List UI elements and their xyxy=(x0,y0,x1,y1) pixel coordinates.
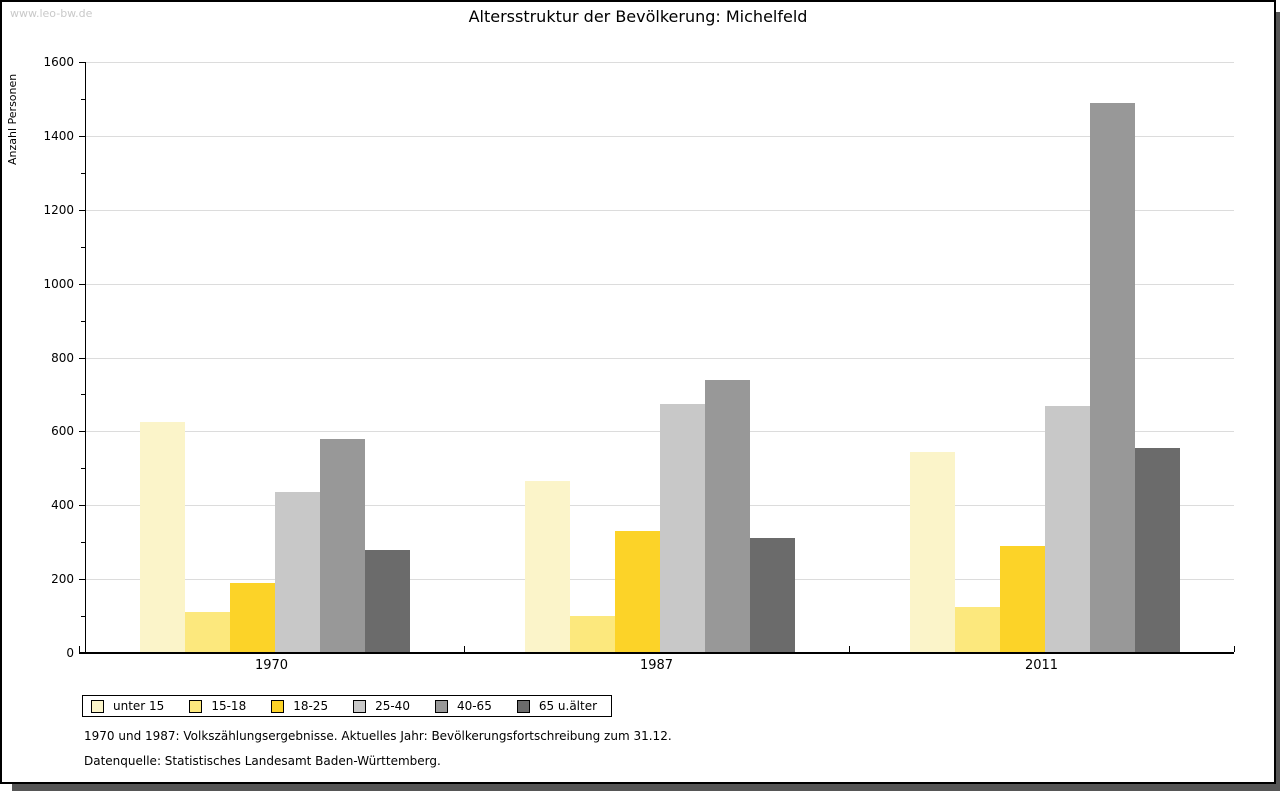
x-axis-category-label: 1987 xyxy=(639,658,674,673)
y-axis-tick-label: 200 xyxy=(51,572,74,587)
y-axis-tick-label: 800 xyxy=(51,350,74,365)
y-axis-minor-tick xyxy=(81,394,85,396)
bar-1970-25-40 xyxy=(275,492,320,652)
legend-label: 40-65 xyxy=(456,699,492,713)
bar-1970-18-25 xyxy=(230,582,275,652)
x-axis-tick xyxy=(464,646,465,652)
bar-2011-15-18 xyxy=(955,606,1000,652)
legend-item: 65 u.älter xyxy=(516,699,598,713)
gridline xyxy=(85,505,1234,507)
y-axis-minor-tick xyxy=(81,468,85,470)
legend-swatch-icon xyxy=(434,699,448,713)
y-axis-major-tick xyxy=(79,135,85,137)
bar-1987-25-40 xyxy=(660,403,705,652)
footnote-data-source: Datenquelle: Statistisches Landesamt Bad… xyxy=(84,754,441,768)
x-axis-tick xyxy=(79,646,80,652)
y-axis-minor-tick xyxy=(81,98,85,100)
x-axis-tick xyxy=(1234,646,1235,652)
y-axis-minor-tick xyxy=(81,542,85,544)
legend-item: 40-65 xyxy=(434,699,492,713)
y-axis-tick-label: 1600 xyxy=(43,55,74,69)
y-axis-tick-label: 1000 xyxy=(43,276,74,291)
legend-label: 18-25 xyxy=(293,699,329,713)
y-axis-tick-label: 1400 xyxy=(43,128,74,143)
legend-item: 15-18 xyxy=(189,699,246,713)
watermark: www.leo-bw.de xyxy=(10,7,93,20)
y-axis-line xyxy=(85,62,86,654)
bar-1970-15-18 xyxy=(185,612,230,652)
y-axis-major-tick xyxy=(79,357,85,359)
legend-label: 65 u.älter xyxy=(538,699,598,713)
legend-swatch-icon xyxy=(189,699,203,713)
gridline xyxy=(85,431,1234,433)
y-axis-tick-label: 600 xyxy=(51,424,74,439)
chart-title: Altersstruktur der Bevölkerung: Michelfe… xyxy=(468,7,808,26)
bar-2011-25-40 xyxy=(1045,405,1090,652)
x-axis-category-label: 2011 xyxy=(1024,658,1059,673)
legend-label: unter 15 xyxy=(113,699,165,713)
legend-swatch-icon xyxy=(271,699,285,713)
x-axis-category-label: 1970 xyxy=(254,658,289,673)
y-axis-major-tick xyxy=(79,579,85,581)
legend-swatch-icon xyxy=(91,699,104,713)
y-axis-major-tick xyxy=(79,505,85,507)
plot-area: 0 200 400 600 800 1000 1200 1400 1600 1970 1987 201… xyxy=(2,2,1274,782)
gridline xyxy=(85,209,1234,211)
y-axis-tick-label: 0 xyxy=(66,646,74,660)
y-axis-major-tick xyxy=(79,431,85,433)
legend-label: 25-40 xyxy=(375,699,410,713)
legend: unter 15 15-18 18-25 25-40 40-65 65 u.älter xyxy=(82,695,613,717)
y-axis-minor-tick xyxy=(81,246,85,248)
gridline xyxy=(85,357,1234,359)
legend-label: 15-18 xyxy=(211,699,247,713)
gridline xyxy=(85,283,1234,285)
legend-swatch-icon xyxy=(353,699,367,713)
bar-1987-65-u-lter xyxy=(750,538,795,652)
bar-2011-65-u-lter xyxy=(1135,447,1180,652)
bar-1987-18-25 xyxy=(615,531,660,652)
legend-item: unter 15 xyxy=(91,699,164,713)
y-axis-tick-label: 1200 xyxy=(43,202,74,217)
bar-1970-40-65 xyxy=(320,438,365,652)
y-axis-minor-tick xyxy=(81,172,85,174)
x-axis-line xyxy=(79,652,1234,654)
y-axis-minor-tick xyxy=(81,616,85,618)
bar-1987-40-65 xyxy=(705,379,750,652)
bar-1987-15-18 xyxy=(570,616,615,652)
gridline xyxy=(85,62,1234,63)
y-axis-tick-label: 400 xyxy=(51,498,74,513)
legend-swatch-icon xyxy=(516,699,530,713)
bar-1987-unter-15 xyxy=(525,481,570,652)
legend-item: 25-40 xyxy=(353,699,410,713)
bar-2011-18-25 xyxy=(1000,545,1045,652)
bar-1970-65-u-lter xyxy=(365,549,410,652)
legend-item: 18-25 xyxy=(271,699,328,713)
x-axis-tick xyxy=(849,646,850,652)
y-axis-major-tick xyxy=(79,62,85,63)
footnote-source-note: 1970 und 1987: Volkszählungsergebnisse. … xyxy=(84,729,672,743)
bar-2011-unter-15 xyxy=(910,451,955,652)
gridline xyxy=(85,135,1234,137)
y-axis-major-tick xyxy=(79,209,85,211)
bar-2011-40-65 xyxy=(1090,102,1135,652)
y-axis-minor-tick xyxy=(81,320,85,322)
y-axis-major-tick xyxy=(79,283,85,285)
bar-1970-unter-15 xyxy=(140,422,185,652)
